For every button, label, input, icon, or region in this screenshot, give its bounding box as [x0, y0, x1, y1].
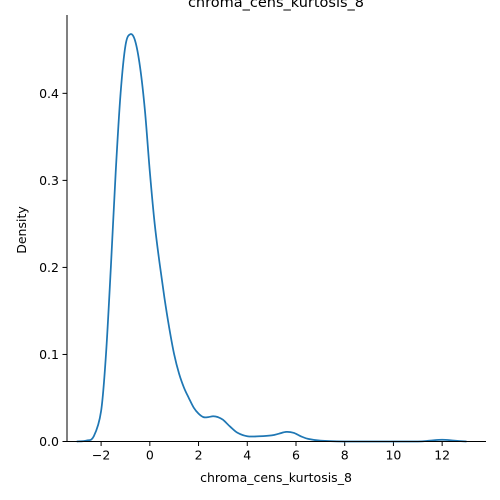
- x-tick-label: 4: [243, 448, 251, 463]
- y-tick-label: 0.1: [39, 347, 59, 362]
- y-tick-label: 0.3: [39, 173, 59, 188]
- x-tick-label: 8: [341, 448, 349, 463]
- chart-title: chroma_cens_kurtosis_8: [188, 0, 364, 11]
- density-curve: [76, 33, 467, 443]
- y-tick-label: 0.2: [39, 260, 59, 275]
- x-tick-label: 10: [385, 448, 401, 463]
- y-axis-label: Density: [14, 206, 29, 254]
- x-tick-label: 0: [146, 448, 154, 463]
- x-tick-label: 6: [292, 448, 300, 463]
- y-axis-ticks: 0.0 0.1 0.2 0.3 0.4: [39, 86, 67, 449]
- x-tick-label: −2: [92, 448, 110, 463]
- x-tick-label: 2: [195, 448, 203, 463]
- x-axis-label: chroma_cens_kurtosis_8: [200, 470, 352, 485]
- x-tick-label: 12: [434, 448, 450, 463]
- x-axis-ticks: −2 0 2 4 6 8 10 12: [92, 441, 450, 463]
- y-tick-label: 0.4: [39, 86, 59, 101]
- y-tick-label: 0.0: [39, 434, 59, 449]
